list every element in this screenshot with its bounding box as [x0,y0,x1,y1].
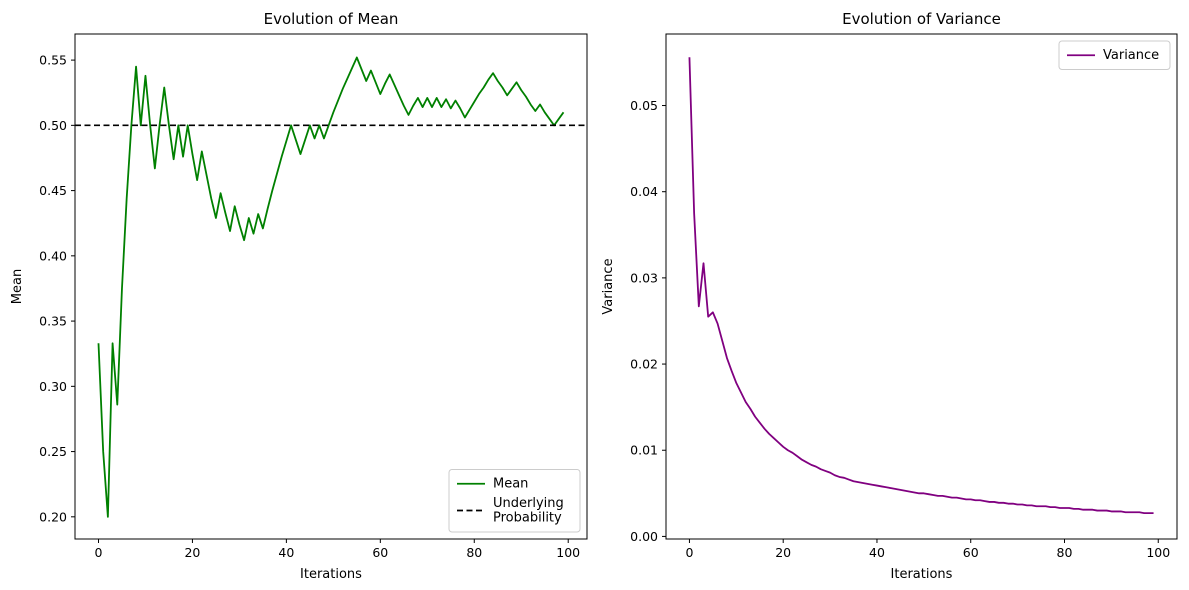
legend-label-line: Mean [493,477,528,492]
y-tick-label: 0.35 [39,314,67,329]
y-tick-label: 0.55 [39,53,67,68]
plot-frame [74,33,588,540]
legend-label-line: Variance [1103,48,1159,63]
legend-label: Underlying Probability [493,496,564,526]
x-tick-label: 100 [556,545,580,560]
x-tick-label: 40 [278,545,294,560]
x-tick-label: 80 [1057,545,1073,560]
legend-label: Mean [493,477,528,492]
y-tick-label: 0.50 [39,118,67,133]
x-tick-label: 80 [466,545,482,560]
series-line-variance [688,57,1154,515]
y-tick-label: 0.30 [39,379,67,394]
legend-label-line: Underlying [493,496,564,511]
x-tick-label: 40 [869,545,885,560]
y-tick-label: 0.04 [630,184,658,199]
mean-chart: Evolution of Mean 0 20 40 60 80 100 0.20 0.25 0.3… [10,10,588,582]
x-tick-label: 100 [1146,545,1170,560]
x-tick-label: 20 [775,545,791,560]
y-tick-label: 0.25 [39,444,67,459]
y-tick-label: 0.00 [630,529,658,544]
y-tick-label: 0.02 [630,357,658,372]
legend: Variance [1058,40,1171,70]
legend-label: Variance [1103,48,1159,63]
x-tick-label: 60 [372,545,388,560]
y-tick-label: 0.45 [39,183,67,198]
y-tick-label: 0.01 [630,443,658,458]
chart-title: Evolution of Mean [264,10,399,28]
legend-box [1058,40,1171,70]
series-line-mean [97,56,565,518]
y-tick-label: 0.03 [630,270,658,285]
y-tick-label: 0.20 [39,509,67,524]
x-axis-label: Iterations [300,567,362,582]
plot-frame [665,33,1178,540]
x-tick-label: 20 [184,545,200,560]
x-tick-label: 0 [95,545,103,560]
y-axis-label: Mean [10,269,25,304]
y-axis-label: Variance [601,258,616,314]
y-tick-label: 0.40 [39,248,67,263]
chart-title: Evolution of Variance [842,10,1001,28]
x-axis-label: Iterations [891,567,953,582]
y-tick-label: 0.05 [630,98,658,113]
legend-box [448,469,581,533]
legend-label-line: Probability [493,511,562,526]
legend: Mean Underlying Probability [448,469,581,533]
variance-chart: Evolution of Variance 0 20 40 60 80 100 0.00 0.0… [601,10,1178,582]
x-tick-label: 60 [963,545,979,560]
x-tick-label: 0 [685,545,693,560]
